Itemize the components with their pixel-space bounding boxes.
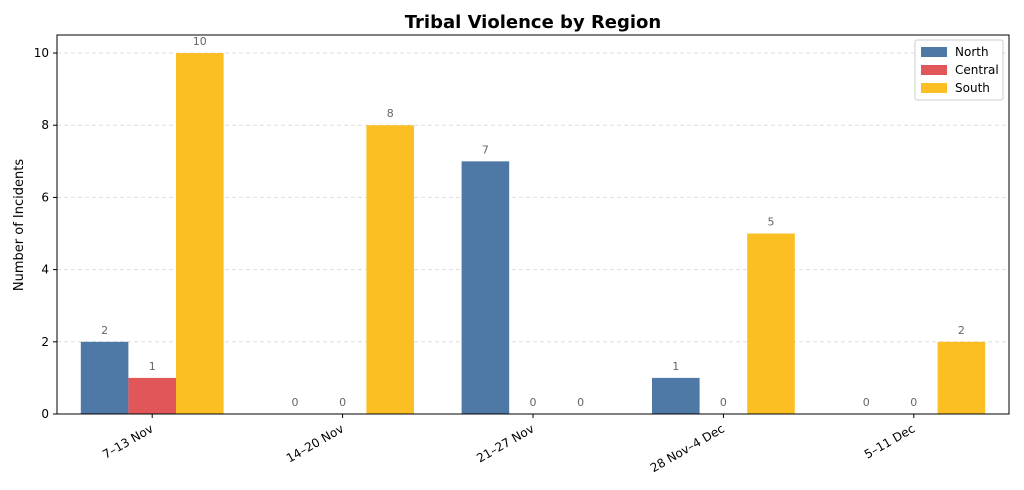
data-label-south-4: 2 [958, 324, 965, 337]
data-label-central-3: 0 [720, 396, 727, 409]
data-label-south-2: 0 [577, 396, 584, 409]
x-tick-label-0: 7–13 Nov [100, 421, 156, 461]
legend: North Central South [914, 39, 1004, 101]
y-tick-label-2: 4 [41, 263, 49, 277]
data-label-north-2: 7 [482, 143, 489, 156]
chart-title: Tribal Violence by Region [405, 12, 662, 33]
bar-south-0 [176, 53, 224, 415]
data-label-central-1: 0 [339, 396, 346, 409]
data-label-south-3: 5 [768, 216, 775, 229]
y-tick-label-1: 2 [41, 335, 49, 349]
x-tick-label-3: 28 Nov–4 Dec [648, 421, 727, 475]
data-label-central-2: 0 [530, 396, 537, 409]
data-label-central-0: 1 [149, 360, 156, 373]
legend-swatch-south [921, 83, 947, 93]
x-tick-label-1: 14–20 Nov [284, 421, 346, 465]
bar-north-3 [652, 377, 700, 414]
y-tick-label-0: 0 [41, 407, 49, 421]
x-axis: 7–13 Nov 14–20 Nov 21–27 Nov 28 Nov–4 Dec 5–… [100, 414, 917, 475]
legend-swatch-north [921, 47, 947, 57]
bar-north-2 [461, 161, 510, 414]
y-axis: 0 2 4 6 8 10 [34, 46, 57, 421]
legend-label-central: Central [955, 63, 999, 77]
x-tick-label-4: 5–11 Dec [862, 421, 917, 461]
bar-north-0 [80, 341, 129, 414]
legend-swatch-central [921, 65, 947, 75]
bar-south-4 [937, 341, 986, 414]
y-axis-label: Number of Incidents [12, 159, 27, 291]
data-label-north-3: 1 [672, 360, 679, 373]
data-label-south-1: 8 [387, 107, 394, 120]
legend-label-south: South [955, 81, 990, 95]
y-tick-label-4: 8 [41, 118, 49, 132]
bar-south-1 [366, 125, 414, 414]
bar-south-3 [747, 233, 795, 414]
legend-label-north: North [955, 45, 989, 59]
data-label-north-4: 0 [863, 396, 870, 409]
data-label-south-0: 10 [193, 35, 207, 48]
plot-frame [56, 34, 1010, 415]
y-tick-label-5: 10 [34, 46, 49, 60]
y-tick-label-3: 6 [41, 190, 49, 204]
data-label-north-0: 2 [101, 324, 108, 337]
bar-central-0 [128, 377, 176, 414]
bars-group [80, 53, 986, 415]
x-tick-label-2: 21–27 Nov [474, 421, 536, 465]
data-label-central-4: 0 [910, 396, 917, 409]
data-label-north-1: 0 [292, 396, 299, 409]
